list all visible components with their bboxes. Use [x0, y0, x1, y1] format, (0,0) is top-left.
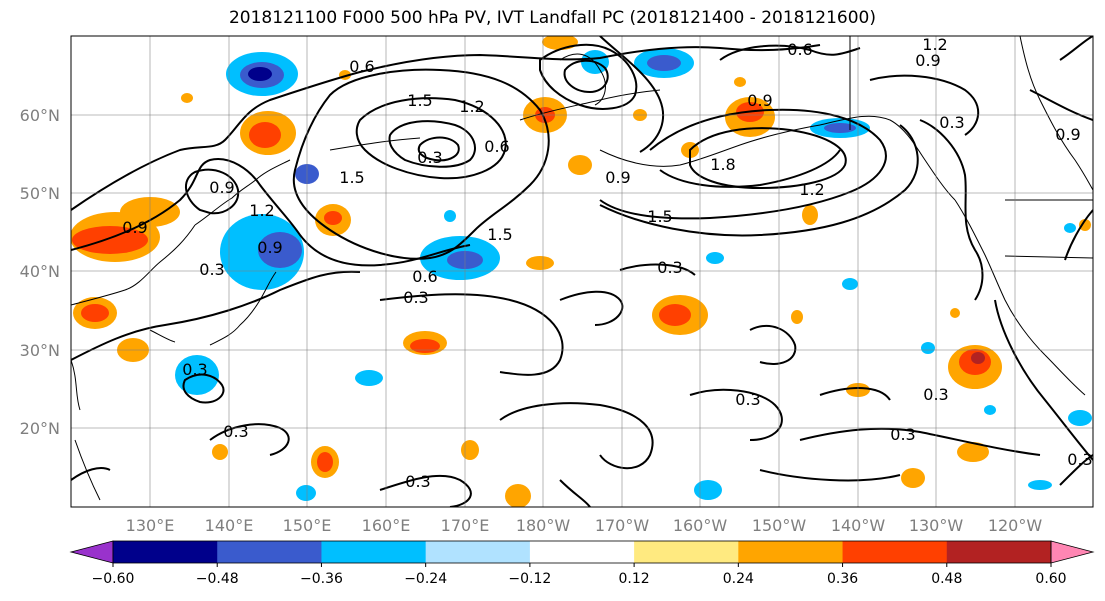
longitude-labels: 130°E 140°E 150°E 160°E 170°E 180°W 170°W 160°W… — [126, 516, 1043, 535]
contour-label: 1.5 — [647, 207, 672, 226]
contour-label: 0.3 — [182, 360, 207, 379]
contour-label: 0.3 — [1067, 450, 1092, 469]
latitude-label: 20°N — [20, 419, 60, 438]
contour-label: 1.2 — [459, 97, 484, 116]
contour-label: 0.6 — [787, 40, 812, 59]
coastlines — [71, 36, 1093, 501]
contour-label: 0.9 — [209, 178, 234, 197]
colorbar-segment — [217, 541, 322, 563]
contour-label: 0.9 — [605, 168, 630, 187]
longitude-label: 160°E — [362, 516, 411, 535]
contour-label: 0.6 — [412, 267, 437, 286]
pv-anomaly-shading — [71, 36, 1092, 507]
colorbar: −0.60 −0.48 −0.36 −0.24 −0.12 0.12 0.24 0.36 0.4… — [69, 540, 1095, 587]
colorbar-segment — [738, 541, 844, 563]
longitude-label: 150°W — [752, 516, 807, 535]
colorbar-tick-label: −0.60 — [92, 571, 135, 587]
colorbar-tick-label: 0.24 — [723, 571, 754, 587]
colorbar-segment — [842, 541, 948, 563]
contour-label: 0.6 — [484, 137, 509, 156]
colorbar-extension-high — [1050, 540, 1095, 564]
colorbar-tick-label: 0.60 — [1035, 571, 1066, 587]
contour-label: 1.2 — [922, 35, 947, 54]
contour-label: 0.3 — [939, 113, 964, 132]
colorbar-segment — [946, 541, 1052, 563]
latitude-label: 40°N — [20, 262, 60, 281]
map-title: 2018121100 F000 500 hPa PV, IVT Landfall… — [228, 8, 876, 28]
colorbar-tick-label: 0.48 — [931, 571, 962, 587]
colorbar-tick-label: −0.36 — [300, 571, 343, 587]
contour-label: 0.3 — [890, 425, 915, 444]
colorbar-tick-label: −0.48 — [196, 571, 239, 587]
contour-label: 0.9 — [915, 51, 940, 70]
contour-label: 0.9 — [747, 91, 772, 110]
colorbar-segment — [425, 541, 531, 563]
colorbar-segment — [321, 541, 427, 563]
longitude-label: 140°W — [831, 516, 886, 535]
colorbar-tick-label: 0.12 — [619, 571, 650, 587]
contour-labels: 0.60.6 1.20.90.91.5 1.20.60.30.91.81.51.20… — [122, 35, 1092, 491]
pv-contours — [71, 36, 1093, 507]
latitude-label: 30°N — [20, 341, 60, 360]
contour-label: 0.3 — [223, 422, 248, 441]
longitude-label: 150°E — [283, 516, 332, 535]
longitude-label: 180°W — [516, 516, 571, 535]
contour-label: 1.5 — [339, 168, 364, 187]
contour-label: 0.3 — [923, 385, 948, 404]
colorbar-tick-label: 0.36 — [827, 571, 858, 587]
contour-label: 1.8 — [710, 155, 735, 174]
contour-label: 0.3 — [735, 390, 760, 409]
contour-label: 0.9 — [122, 218, 147, 237]
longitude-label: 120°W — [988, 516, 1043, 535]
contour-label: 0.6 — [349, 57, 374, 76]
latitude-labels: 60°N 50°N 40°N 30°N 20°N — [20, 106, 60, 438]
contour-label: 1.5 — [487, 225, 512, 244]
contour-label: 0.3 — [405, 472, 430, 491]
contour-label: 1.2 — [249, 201, 274, 220]
contour-label: 0.3 — [199, 260, 224, 279]
colorbar-segment — [634, 541, 739, 563]
longitude-label: 130°E — [126, 516, 175, 535]
colorbar-frame — [112, 540, 1052, 564]
longitude-label: 130°W — [909, 516, 964, 535]
colorbar-tick-label: −0.12 — [508, 571, 551, 587]
contour-label: 0.3 — [403, 288, 428, 307]
colorbar-segment — [529, 541, 635, 563]
map-border — [70, 35, 1094, 508]
colorbar-segment — [113, 541, 218, 563]
longitude-label: 170°W — [595, 516, 650, 535]
colorbar-extension-low — [69, 540, 114, 564]
contour-label: 0.9 — [257, 238, 282, 257]
latitude-label: 50°N — [20, 184, 60, 203]
contour-label: 0.3 — [657, 258, 682, 277]
contour-label: 0.3 — [417, 148, 442, 167]
longitude-label: 160°W — [673, 516, 728, 535]
longitude-label: 170°E — [441, 516, 490, 535]
longitude-label: 140°E — [205, 516, 254, 535]
colorbar-tick-label: −0.24 — [404, 571, 447, 587]
graticule — [71, 36, 1093, 507]
contour-label: 1.2 — [799, 180, 824, 199]
contour-label: 1.5 — [407, 91, 432, 110]
latitude-label: 60°N — [20, 106, 60, 125]
contour-label: 0.9 — [1055, 125, 1080, 144]
